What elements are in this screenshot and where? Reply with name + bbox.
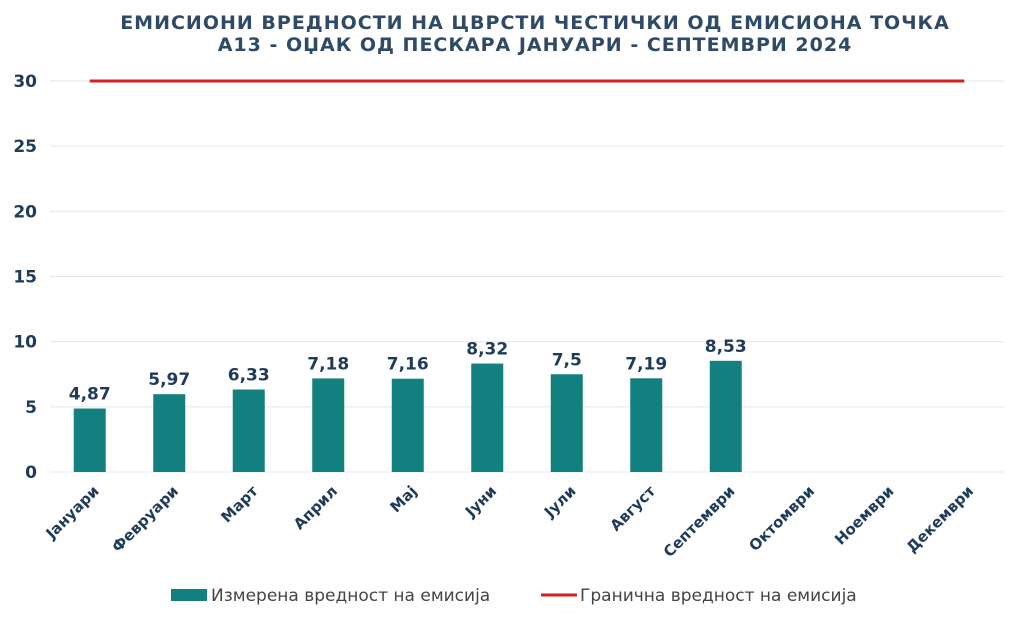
x-tick-label: Јули	[540, 482, 579, 521]
bar	[391, 378, 424, 472]
legend-label-measured: Измерена вредност на емисија	[211, 586, 490, 606]
data-labels: 4,87 5,97 6,33 7,18 7,16 8,32 7,5 7,19 8,53	[69, 337, 747, 405]
bar	[153, 394, 186, 472]
bar	[709, 360, 742, 472]
y-tick-label: 25	[13, 137, 37, 157]
x-tick-label: Декември	[903, 482, 977, 556]
data-label: 7,5	[552, 350, 582, 370]
data-label: 5,97	[148, 370, 190, 390]
x-tick-label: Март	[217, 482, 261, 526]
bar	[550, 374, 583, 472]
legend-swatch-measured	[171, 589, 207, 601]
x-tick-label: Април	[290, 482, 341, 533]
data-label: 7,18	[307, 354, 349, 374]
bar	[312, 378, 345, 472]
chart-title-line-1: ЕМИСИОНИ ВРЕДНОСТИ НА ЦВРСТИ ЧЕСТИЧКИ ОД…	[120, 12, 950, 34]
y-tick-label: 0	[25, 463, 37, 483]
y-axis-tick-labels: 0 5 10 15 20 25 30	[13, 72, 37, 483]
gridlines	[50, 80, 1004, 473]
y-tick-label: 20	[13, 202, 37, 222]
y-tick-label: 5	[25, 398, 37, 418]
x-tick-label: Јануари	[42, 482, 103, 543]
x-tick-label: Октомври	[745, 482, 818, 555]
x-tick-label: Мај	[386, 482, 420, 516]
data-label: 7,19	[625, 354, 667, 374]
legend: Измерена вредност на емисија Гранична вр…	[171, 586, 857, 606]
x-tick-label: Февруари	[108, 482, 182, 556]
y-tick-label: 10	[13, 333, 37, 353]
bar	[73, 408, 106, 472]
x-tick-label: Август	[607, 482, 660, 535]
x-axis-tick-labels: Јануари Февруари Март Април Мај Јуни Јули Авгус…	[42, 482, 977, 561]
data-label: 7,16	[387, 355, 429, 375]
y-tick-label: 15	[13, 268, 37, 288]
data-label: 8,53	[705, 337, 747, 357]
data-label: 6,33	[228, 365, 270, 385]
data-label: 8,32	[466, 340, 508, 360]
legend-label-limit: Гранична вредност на емисија	[580, 586, 857, 606]
chart-title-line-2: А13 - ОЏАК ОД ПЕСКАРА ЈАНУАРИ - СЕПТЕМВР…	[218, 34, 853, 56]
x-tick-label: Септември	[660, 482, 739, 561]
bar	[232, 389, 265, 472]
bar	[471, 363, 504, 472]
x-tick-label: Ноември	[831, 482, 898, 549]
bar	[630, 378, 663, 472]
x-tick-label: Јуни	[461, 482, 500, 521]
y-tick-label: 30	[13, 72, 37, 92]
data-label: 4,87	[69, 385, 111, 405]
bar-series	[73, 360, 742, 472]
